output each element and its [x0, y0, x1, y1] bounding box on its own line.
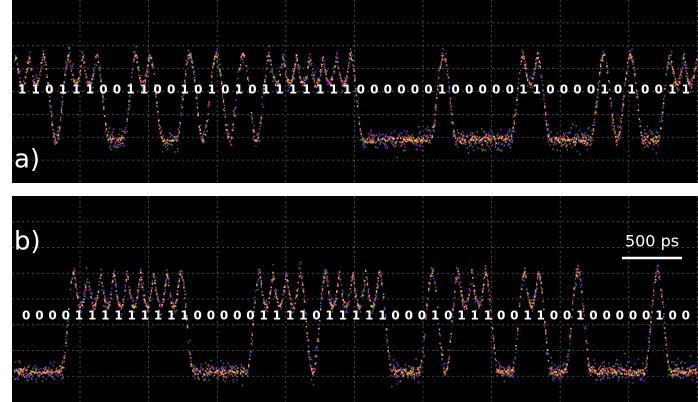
traces: [12, 0, 698, 402]
bit-sequence: 0 0 0 0 1 1 1 1 1 1 1 1 1 0 0 0 0 0 1 1 …: [22, 309, 690, 323]
trace-dots: [16, 263, 697, 386]
bit-sequence: 1 1 0 1 1 1 0 0 1 1 0 0 1 0 1 0 1 0 1 1 …: [18, 83, 690, 97]
trace-dots: [14, 52, 698, 145]
panel-label: a): [14, 145, 40, 175]
panel-label: b): [14, 227, 41, 257]
trace-dots: [14, 51, 697, 147]
trace-dots: [14, 269, 697, 377]
scale-bar-label: 500 ps: [625, 232, 679, 251]
